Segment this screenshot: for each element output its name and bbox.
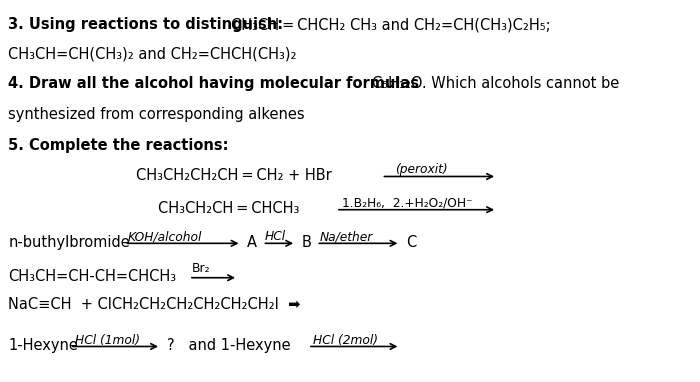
Text: CH₃CH=CH-CH=CHCH₃: CH₃CH=CH-CH=CHCH₃ — [8, 269, 176, 284]
Text: A: A — [247, 235, 257, 250]
Text: 3. Using reactions to distinguish:: 3. Using reactions to distinguish: — [8, 17, 288, 32]
Text: C: C — [406, 235, 416, 250]
Text: (peroxit): (peroxit) — [395, 163, 448, 176]
Text: HCl (2mol): HCl (2mol) — [313, 334, 378, 347]
Text: n-buthylbromide: n-buthylbromide — [8, 235, 130, 250]
Text: CH₃CH=CH(CH₃)₂ and CH₂=CHCH(CH₃)₂: CH₃CH=CH(CH₃)₂ and CH₂=CHCH(CH₃)₂ — [8, 47, 297, 62]
Text: 1-Hexyne: 1-Hexyne — [8, 338, 78, 353]
Text: HCl: HCl — [265, 230, 286, 243]
Text: CH₃CH ═ CHCH₂ CH₃ and CH₂=CH(CH₃)C₂H₅;: CH₃CH ═ CHCH₂ CH₃ and CH₂=CH(CH₃)C₂H₅; — [231, 17, 551, 32]
Text: B: B — [302, 235, 312, 250]
Text: NaC≡CH  + ClCH₂CH₂CH₂CH₂CH₂CH₂I  ➡: NaC≡CH + ClCH₂CH₂CH₂CH₂CH₂CH₂I ➡ — [8, 297, 301, 312]
Text: KOH/alcohol: KOH/alcohol — [128, 230, 202, 243]
Text: C₅H₁₂O. Which alcohols cannot be: C₅H₁₂O. Which alcohols cannot be — [372, 76, 620, 91]
Text: Br₂: Br₂ — [192, 262, 210, 275]
Text: Na/ether: Na/ether — [320, 230, 373, 243]
Text: ?   and 1-Hexyne: ? and 1-Hexyne — [167, 338, 290, 353]
Text: 1.B₂H₆,  2.+H₂O₂/OH⁻: 1.B₂H₆, 2.+H₂O₂/OH⁻ — [342, 197, 472, 210]
Text: 5. Complete the reactions:: 5. Complete the reactions: — [8, 138, 229, 152]
Text: HCl (1mol): HCl (1mol) — [75, 334, 140, 347]
Text: CH₃CH₂CH₂CH ═ CH₂ + HBr: CH₃CH₂CH₂CH ═ CH₂ + HBr — [136, 168, 332, 183]
Text: 4. Draw all the alcohol having molecular formulas: 4. Draw all the alcohol having molecular… — [8, 76, 424, 91]
Text: synthesized from corresponding alkenes: synthesized from corresponding alkenes — [8, 107, 305, 122]
Text: CH₃CH₂CH ═ CHCH₃: CH₃CH₂CH ═ CHCH₃ — [158, 201, 299, 216]
